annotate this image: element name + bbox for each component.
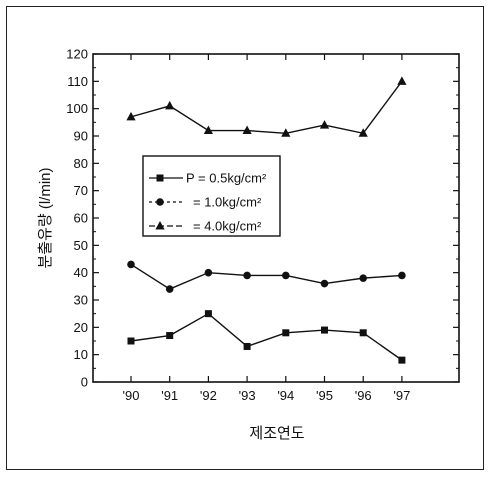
data-point-square bbox=[204, 310, 212, 318]
data-point-circle bbox=[359, 274, 368, 282]
data-point-square bbox=[243, 342, 251, 350]
y-tick-label: 120 bbox=[66, 47, 88, 62]
series-square bbox=[127, 310, 406, 364]
x-tick-label: '95 bbox=[316, 388, 333, 403]
data-point-square bbox=[398, 356, 406, 364]
x-axis-label: 제조연도 bbox=[249, 425, 304, 442]
x-tick-label: '97 bbox=[393, 388, 410, 403]
x-tick-label: '92 bbox=[200, 388, 217, 403]
legend-label-circle: = 1.0kg/cm² bbox=[193, 195, 262, 210]
legend-label-triangle: = 4.0kg/cm² bbox=[193, 219, 262, 234]
data-point-triangle bbox=[281, 128, 291, 137]
data-point-square bbox=[127, 337, 135, 345]
y-tick-label: 70 bbox=[74, 183, 88, 198]
series-line-square bbox=[130, 312, 403, 361]
legend-box bbox=[142, 155, 281, 237]
data-point-triangle bbox=[397, 76, 407, 85]
data-point-triangle bbox=[126, 111, 136, 121]
y-tick-label: 40 bbox=[74, 265, 88, 280]
data-point-square bbox=[321, 326, 328, 334]
y-tick-label: 90 bbox=[74, 129, 88, 144]
x-tick-label: '93 bbox=[239, 388, 256, 403]
data-point-circle bbox=[282, 271, 290, 280]
data-point-circle bbox=[165, 285, 174, 293]
x-tick-label: '94 bbox=[277, 388, 294, 403]
y-tick-label: 50 bbox=[74, 238, 88, 253]
x-tick-label: '96 bbox=[355, 388, 372, 403]
y-tick-label: 110 bbox=[67, 74, 88, 89]
y-tick-label: 30 bbox=[74, 293, 88, 308]
series-line-triangle bbox=[130, 80, 403, 135]
data-point-square bbox=[359, 329, 367, 337]
data-point-triangle bbox=[358, 128, 368, 137]
y-tick-label: 100 bbox=[66, 101, 88, 116]
data-point-triangle bbox=[165, 100, 175, 110]
y-tick-label: 80 bbox=[74, 156, 88, 171]
y-axis-label: 분출유량 (l/min) bbox=[37, 167, 54, 268]
legend-marker-triangle bbox=[155, 221, 165, 230]
legend-label-square: P = 0.5kg/cm² bbox=[186, 171, 267, 186]
series-line-circle bbox=[130, 263, 402, 290]
data-point-square bbox=[166, 332, 174, 340]
y-tick-label: 20 bbox=[74, 320, 88, 335]
y-tick-label: 0 bbox=[81, 375, 88, 390]
data-point-circle bbox=[127, 260, 135, 269]
y-tick-label: 10 bbox=[74, 347, 88, 362]
data-point-triangle bbox=[319, 120, 330, 129]
data-point-triangle bbox=[242, 125, 252, 135]
data-point-circle bbox=[204, 268, 213, 277]
data-point-triangle bbox=[203, 125, 213, 135]
series-triangle bbox=[126, 76, 407, 137]
series-circle bbox=[127, 260, 406, 293]
x-tick-label: '91 bbox=[161, 388, 178, 403]
data-point-circle bbox=[320, 279, 329, 288]
legend-marker-square bbox=[156, 174, 164, 182]
data-point-circle bbox=[243, 271, 251, 280]
x-tick-label: '90 bbox=[123, 388, 140, 403]
data-point-circle bbox=[398, 271, 406, 280]
y-tick-label: 60 bbox=[74, 211, 88, 226]
legend-marker-circle bbox=[156, 198, 164, 206]
data-point-square bbox=[282, 329, 290, 337]
